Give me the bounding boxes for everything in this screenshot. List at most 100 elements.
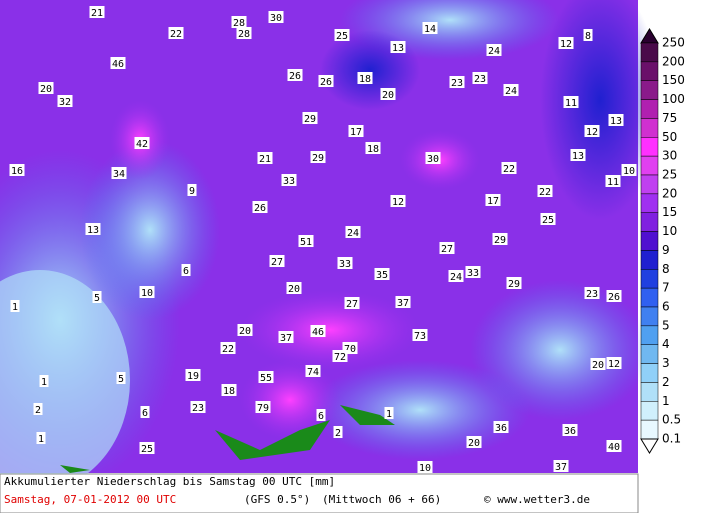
colorbar-label: 2 — [662, 375, 670, 389]
label-box — [236, 27, 252, 39]
value-label: 20 — [239, 326, 251, 337]
colorbar-swatch — [640, 306, 659, 327]
value-label: 5 — [94, 293, 100, 304]
label-box — [302, 112, 318, 124]
value-label: 2 — [35, 405, 41, 416]
value-label: 20 — [592, 360, 604, 371]
label-box — [281, 174, 297, 186]
label-box — [332, 350, 348, 362]
value-label: 23 — [474, 74, 486, 85]
label-box — [92, 291, 102, 303]
value-label: 25 — [542, 215, 554, 226]
map-background — [0, 0, 660, 490]
value-label: 28 — [238, 29, 250, 40]
colorbar-label: 30 — [662, 149, 677, 163]
value-label: 37 — [397, 298, 409, 309]
label-box — [412, 329, 428, 341]
value-label: 46 — [112, 59, 124, 70]
colorbar-label: 150 — [662, 73, 685, 87]
label-box — [255, 401, 271, 413]
label-box — [345, 226, 361, 238]
value-label: 46 — [312, 327, 324, 338]
value-label: 9 — [189, 186, 195, 197]
label-box — [111, 167, 127, 179]
label-box — [583, 29, 593, 41]
label-box — [344, 297, 360, 309]
value-label: 1 — [41, 377, 47, 388]
value-label: 32 — [59, 97, 71, 108]
value-label: 6 — [142, 408, 148, 419]
value-label: 27 — [441, 244, 453, 255]
label-box — [485, 194, 501, 206]
value-label: 8 — [585, 31, 591, 42]
colorbar-swatch — [640, 61, 659, 81]
colorbar-label: 0.5 — [662, 413, 681, 427]
value-label: 79 — [257, 403, 269, 414]
colorbar-swatch — [640, 269, 659, 289]
value-label: 10 — [419, 463, 431, 474]
label-box — [390, 41, 406, 53]
label-box — [417, 461, 433, 473]
value-label: 18 — [367, 144, 379, 155]
colorbar-swatch — [640, 137, 659, 157]
label-box — [584, 287, 600, 299]
value-label: 42 — [136, 139, 148, 150]
value-label: 11 — [607, 177, 619, 188]
label-box — [492, 233, 508, 245]
value-label: 55 — [260, 373, 272, 384]
value-label: 20 — [382, 90, 394, 101]
value-label: 33 — [283, 176, 295, 187]
colorbar-swatch — [640, 363, 659, 383]
label-box — [503, 84, 519, 96]
label-box — [506, 277, 522, 289]
label-box — [139, 286, 155, 298]
colorbar-label: 7 — [662, 281, 670, 295]
label-box — [606, 357, 622, 369]
label-box — [333, 426, 343, 438]
label-box — [220, 342, 236, 354]
label-box — [305, 365, 321, 377]
label-box — [380, 88, 396, 100]
value-label: 25 — [336, 31, 348, 42]
value-label: 70 — [344, 344, 356, 355]
colorbar-swatch — [640, 325, 659, 345]
value-label: 21 — [91, 8, 103, 19]
label-box — [134, 137, 150, 149]
value-label: 73 — [414, 331, 426, 342]
value-label: 26 — [320, 77, 332, 88]
label-box — [558, 37, 574, 49]
label-box — [448, 270, 464, 282]
label-box — [89, 6, 105, 18]
value-label: 72 — [334, 352, 346, 363]
value-label: 29 — [312, 153, 324, 164]
colorbar-swatch — [640, 174, 659, 195]
value-label: 33 — [339, 259, 351, 270]
colorbar-label: 3 — [662, 356, 670, 370]
value-label: 30 — [270, 13, 282, 24]
value-label: 30 — [427, 154, 439, 165]
value-label: 24 — [347, 228, 359, 239]
value-label: 51 — [300, 237, 312, 248]
label-box — [116, 372, 126, 384]
value-label: 26 — [608, 292, 620, 303]
label-box — [590, 358, 606, 370]
value-label: 22 — [539, 187, 551, 198]
colorbar-label: 20 — [662, 186, 677, 200]
value-label: 1 — [12, 302, 18, 313]
label-box — [584, 125, 600, 137]
colorbar-swatch — [640, 118, 659, 138]
value-label: 28 — [233, 18, 245, 29]
value-label: 22 — [503, 164, 515, 175]
value-label: 37 — [280, 333, 292, 344]
footer-run: (Mittwoch 06 + 66) — [322, 493, 441, 506]
label-box — [501, 162, 517, 174]
label-box — [537, 185, 553, 197]
colorbar-label: 75 — [662, 111, 677, 125]
value-label: 1 — [38, 434, 44, 445]
label-box — [310, 151, 326, 163]
label-box — [422, 22, 438, 34]
label-box — [348, 125, 364, 137]
value-label: 24 — [450, 272, 462, 283]
value-label: 35 — [376, 270, 388, 281]
value-label: 36 — [564, 426, 576, 437]
